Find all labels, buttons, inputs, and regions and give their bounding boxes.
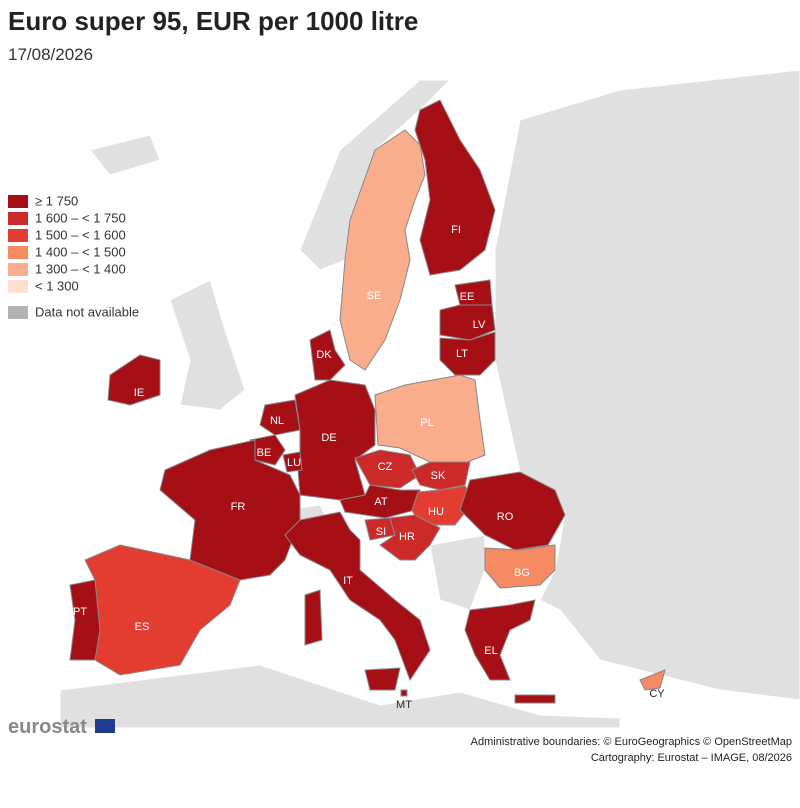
country-label: LT	[456, 348, 468, 360]
country	[304, 589, 323, 646]
legend-swatch	[8, 246, 28, 259]
country-label: IT	[343, 575, 353, 587]
country	[514, 694, 556, 704]
great-britain	[169, 279, 246, 411]
country-label: HU	[428, 506, 444, 518]
legend-label: 1 300 – < 1 400	[35, 261, 126, 276]
norway	[299, 79, 452, 271]
country	[400, 689, 408, 697]
legend-swatch	[8, 306, 28, 319]
country	[339, 484, 421, 519]
country-label: LU	[287, 457, 301, 469]
legend-label: Data not available	[35, 304, 139, 319]
country	[374, 374, 486, 466]
credit: Cartography: Eurostat – IMAGE, 08/2026	[591, 752, 792, 764]
country-label: SE	[367, 290, 382, 302]
eastern-land	[494, 69, 800, 701]
country	[639, 669, 666, 691]
country	[282, 451, 303, 473]
country-label: PT	[73, 606, 87, 618]
country	[459, 471, 566, 551]
country	[339, 129, 426, 371]
country-label: CZ	[378, 461, 393, 473]
country-label: SK	[431, 470, 446, 482]
country	[69, 579, 101, 661]
legend-swatch	[8, 263, 28, 276]
legend-swatch	[8, 212, 28, 225]
country-label: FR	[231, 501, 246, 513]
country	[259, 399, 301, 436]
legend-label: 1 600 – < 1 750	[35, 210, 126, 225]
legend-label: ≥ 1 750	[35, 193, 78, 208]
legend-swatch	[8, 229, 28, 242]
country-label: LV	[473, 319, 486, 331]
country	[379, 514, 441, 561]
country-label: ES	[135, 621, 150, 633]
north-africa	[59, 664, 621, 729]
subtitle: 17/08/2026	[8, 45, 93, 64]
country-label: BG	[514, 567, 530, 579]
country	[284, 511, 431, 682]
country-label: DK	[316, 349, 332, 361]
legend-label: 1 400 – < 1 500	[35, 244, 126, 259]
credit: Administrative boundaries: © EuroGeograp…	[471, 736, 792, 748]
country-label: EE	[460, 291, 475, 303]
legend-swatch	[8, 280, 28, 293]
country-label: EL	[484, 645, 497, 657]
country	[411, 461, 471, 491]
country	[159, 439, 301, 581]
country	[439, 331, 496, 376]
balkans	[429, 534, 486, 611]
eu-flag	[95, 719, 115, 733]
country-label: FI	[451, 224, 461, 236]
country	[439, 304, 496, 341]
iceland	[89, 134, 161, 176]
legend: ≥ 1 750 1 600 – < 1 750 1 500 – < 1 600 1 4…	[8, 193, 139, 319]
country	[414, 99, 496, 276]
country-label: AT	[374, 496, 388, 508]
legend-label: 1 500 – < 1 600	[35, 227, 126, 242]
legend-swatch	[8, 195, 28, 208]
country	[464, 599, 536, 681]
country	[309, 329, 346, 381]
legend-label: < 1 300	[35, 278, 79, 293]
country-label: IE	[134, 387, 144, 399]
title: Euro super 95, EUR per 1000 litre	[8, 6, 418, 36]
country-label: NL	[270, 415, 284, 427]
country-label: MT	[396, 699, 412, 711]
country-label: DE	[321, 432, 336, 444]
country	[484, 544, 556, 589]
country-label: SI	[376, 526, 386, 538]
eu-countries	[69, 99, 666, 704]
country	[364, 667, 401, 691]
country	[107, 354, 161, 406]
country-label: BE	[257, 447, 272, 459]
logo: eurostat	[8, 716, 87, 738]
country-label: HR	[399, 531, 415, 543]
country-label: RO	[497, 511, 514, 523]
country-label: PL	[420, 417, 433, 429]
country-label: CY	[649, 688, 665, 700]
country-labels: FI SE EE LV LT DK IE NL DE PL BE LU CZ SK FR AT HU RO SI HR…	[73, 224, 665, 711]
